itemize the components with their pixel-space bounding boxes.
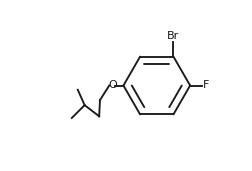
Text: Br: Br bbox=[167, 31, 180, 41]
Text: O: O bbox=[108, 81, 117, 90]
Text: F: F bbox=[203, 81, 209, 90]
